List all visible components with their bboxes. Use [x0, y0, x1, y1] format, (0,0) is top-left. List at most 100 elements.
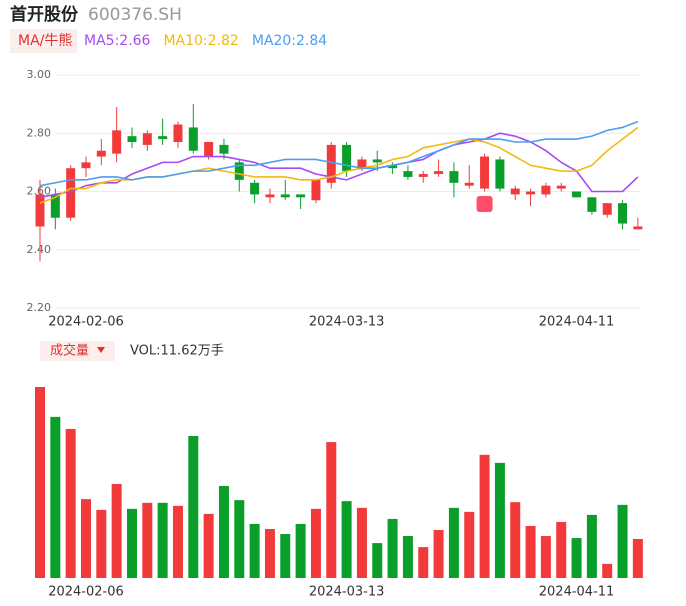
volume-bar [126, 508, 137, 578]
volume-bar [464, 511, 475, 578]
candle-body [142, 133, 152, 145]
volume-bar [264, 528, 275, 578]
volume-bar [617, 504, 628, 578]
volume-bar [387, 518, 398, 578]
stock-code: 600376.SH [88, 5, 182, 25]
volume-bar [571, 538, 582, 578]
candle-body [219, 144, 229, 154]
candle-body [480, 156, 490, 189]
candle-body [587, 197, 597, 212]
volume-bar [50, 416, 61, 578]
ma-button-bg[interactable] [10, 29, 77, 53]
x-tick-label: 2024-04-11 [539, 315, 615, 330]
candle-body [449, 171, 459, 183]
candle-body [265, 194, 275, 198]
volume-bar [96, 509, 107, 578]
dropdown-icon[interactable] [97, 347, 105, 353]
candle-body [464, 182, 474, 186]
volume-bar [586, 514, 597, 578]
volume-bar [356, 507, 367, 578]
badge-icon [476, 196, 493, 212]
legend-entry: MA5:2.66 [84, 33, 151, 49]
candle-body [418, 174, 428, 177]
volume-bar [402, 536, 413, 578]
candle-body [388, 165, 398, 169]
candle-body [434, 171, 444, 175]
x-tick-label: 2024-02-06 [48, 585, 124, 600]
candle-body [112, 130, 122, 154]
volume-bar [172, 505, 183, 578]
volume-bar [326, 442, 337, 578]
candle-body [81, 162, 91, 169]
legend-entry: MA20:2.84 [252, 33, 327, 49]
candle-body [158, 136, 168, 140]
volume-bar [280, 534, 291, 578]
candle-body [311, 179, 321, 201]
y-tick-label: 2.80 [27, 126, 52, 139]
volume-bar [418, 547, 429, 578]
ma-button[interactable]: MA/牛熊 [18, 33, 72, 49]
x-tick-label: 2024-04-11 [539, 585, 615, 600]
volume-bar [556, 521, 567, 578]
volume-bar [111, 484, 122, 578]
candle-body [510, 188, 520, 195]
volume-bar [494, 462, 505, 578]
x-tick-label: 2024-03-13 [309, 585, 385, 600]
volume-bar [295, 523, 306, 578]
candle-body [342, 144, 352, 172]
volume-bar [218, 486, 229, 578]
volume-bar [249, 523, 260, 578]
volume-bar [310, 508, 321, 578]
legend-entry: MA10:2.82 [163, 33, 238, 49]
volume-bar [448, 507, 459, 578]
volume-bar [65, 428, 76, 578]
volume-bar [525, 525, 536, 578]
candle-body [618, 203, 628, 224]
candle-body [234, 162, 244, 180]
candle-body [602, 203, 612, 215]
y-tick-label: 2.20 [27, 301, 52, 314]
candle-body [50, 194, 60, 218]
volume-bar [80, 499, 91, 578]
candle-body [572, 191, 582, 198]
y-tick-label: 3.00 [27, 68, 52, 81]
y-tick-label: 2.40 [27, 243, 52, 256]
candle-body [204, 141, 214, 157]
candle-body [556, 185, 566, 189]
volume-button-bg[interactable] [40, 341, 115, 361]
volume-bar [234, 500, 245, 578]
volume-bar [632, 538, 643, 578]
volume-bar [433, 529, 444, 578]
volume-bar [35, 387, 45, 578]
candle-body [280, 194, 290, 198]
candle-body [188, 127, 198, 151]
volume-bar [142, 502, 153, 578]
candle-body [127, 136, 137, 142]
candle-body [495, 159, 505, 189]
candle-body [403, 171, 413, 177]
candle-body [66, 168, 76, 218]
candle-body [96, 150, 106, 157]
volume-bar [372, 543, 383, 578]
candle-body [372, 159, 382, 163]
volume-bar [479, 454, 490, 578]
candle-body [173, 124, 183, 142]
candle-body [250, 182, 260, 195]
candle-body [541, 185, 551, 195]
y-tick-label: 2.60 [27, 185, 52, 198]
volume-bar [341, 501, 352, 578]
chart-title: 首开股份 [10, 4, 79, 25]
candle-body [326, 144, 336, 183]
volume-label: VOL:11.62万手 [130, 344, 224, 359]
candle-body [296, 194, 306, 198]
candle-body [35, 194, 45, 227]
volume-bar [602, 563, 613, 578]
volume-bar [540, 536, 551, 578]
ma-line [39, 132, 639, 199]
volume-button[interactable]: 成交量 [50, 343, 89, 359]
candle-body [526, 191, 536, 195]
candle-body [633, 226, 643, 230]
volume-bar [203, 513, 214, 578]
x-tick-label: 2024-03-13 [309, 315, 385, 330]
